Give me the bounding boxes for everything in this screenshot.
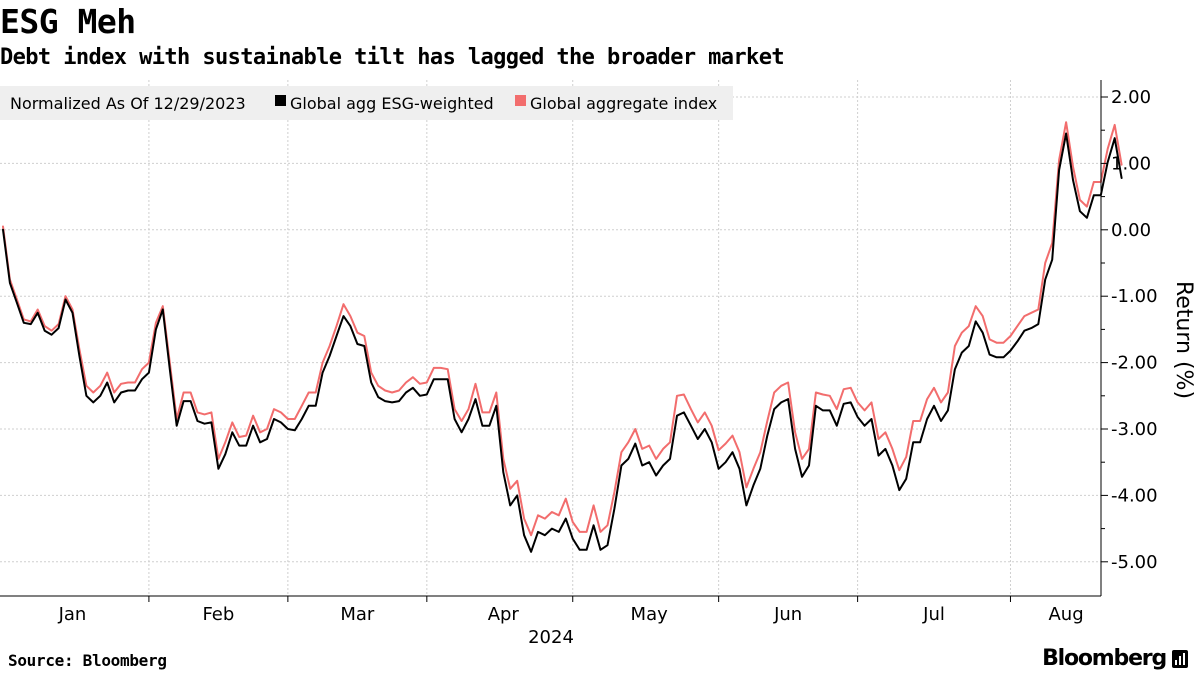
series-layer	[2, 121, 1123, 553]
y-tick-label: 1.00	[1111, 153, 1151, 174]
x-tick-label: Mar	[340, 604, 375, 625]
legend-note: Normalized As Of 12/29/2023	[10, 94, 246, 113]
series-line-global-aggregate	[2, 121, 1123, 537]
x-tick-label: Jan	[58, 604, 87, 625]
legend-label: Global agg ESG-weighted	[290, 94, 494, 113]
brand-wordmark: Bloomberg	[1042, 646, 1167, 671]
chart-subtitle: Debt index with sustainable tilt has lag…	[0, 45, 785, 70]
x-tick-label: May	[631, 604, 669, 625]
legend-swatch	[275, 95, 286, 106]
x-tick-label: Aug	[1048, 604, 1083, 625]
y-tick-label: 2.00	[1111, 87, 1151, 108]
legend-box	[0, 86, 733, 120]
y-tick-label: 0.00	[1111, 220, 1151, 241]
y-tick-label: -2.00	[1111, 353, 1158, 374]
x-tick-label: Jul	[922, 604, 945, 625]
x-axis-title: 2024	[528, 627, 574, 648]
y-tick-label: -4.00	[1111, 485, 1158, 506]
y-tick-label: -1.00	[1111, 286, 1158, 307]
x-axis: Jan Feb Mar Apr May Jun Jul Aug 2024	[0, 595, 1101, 648]
legend-swatch	[515, 95, 526, 106]
x-tick-label: Jun	[773, 604, 802, 625]
legend-label: Global aggregate index	[530, 94, 717, 113]
source-note: Source: Bloomberg	[8, 651, 167, 670]
y-axis-title: Return (%)	[1171, 281, 1196, 399]
chart-title: ESG Meh	[0, 2, 136, 41]
y-tick-label: -5.00	[1111, 552, 1158, 573]
brand-logo: Bloomberg	[1042, 646, 1188, 671]
grid	[0, 80, 1101, 596]
x-tick-label: Feb	[202, 604, 234, 625]
y-axis: 2.00 1.00 0.00 -1.00 -2.00 -3.00 -4.00 -5.00 Ret…	[1100, 80, 1196, 596]
legend: Normalized As Of 12/29/2023 Global agg ES…	[0, 86, 733, 120]
y-tick-label: -3.00	[1111, 419, 1158, 440]
x-tick-label: Apr	[488, 604, 520, 625]
series-line-esg-weighted	[2, 132, 1123, 553]
bar-chart-icon	[1172, 649, 1188, 668]
